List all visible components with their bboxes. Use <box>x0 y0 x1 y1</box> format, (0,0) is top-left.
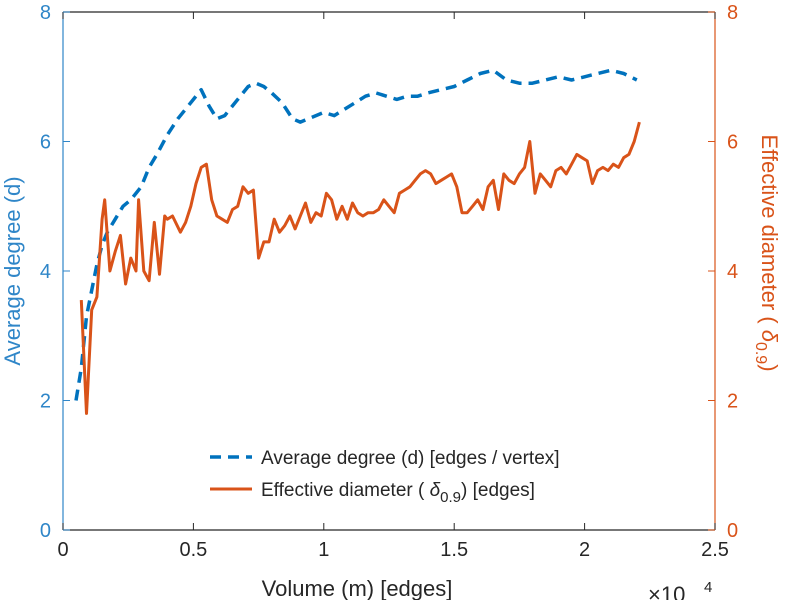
right-y-axis-label-prefix: Effective diameter ( <box>757 134 782 329</box>
average-degree-series-line <box>74 68 638 401</box>
right-y-axis-label-suffix: ) <box>757 364 782 371</box>
x-tick-label: 1 <box>318 539 329 561</box>
x-tick-label: 0.5 <box>179 539 207 561</box>
left-y-tick-label: 8 <box>40 2 51 24</box>
x-tick-label: 0 <box>57 539 68 561</box>
left-y-tick-label: 2 <box>40 391 51 413</box>
x-tick-label: 2 <box>579 539 590 561</box>
effective-diameter-series-line <box>79 121 641 415</box>
left-y-tick-label: 0 <box>40 520 51 542</box>
x-axis-exponent-power: 4 <box>704 579 712 596</box>
legend: Average degree (d) [edges / vertex] Effec… <box>210 448 560 506</box>
right-y-tick-label: 4 <box>727 261 738 283</box>
x-tick-label: 1.5 <box>440 539 468 561</box>
plot-area <box>74 68 641 415</box>
right-y-tick-label: 8 <box>727 2 738 24</box>
right-y-tick-label: 6 <box>727 132 738 154</box>
right-y-tick-label: 2 <box>727 391 738 413</box>
right-y-axis-label-symbol: δ <box>757 330 782 343</box>
legend-effective-diameter-suffix: ) [edges] <box>461 480 535 501</box>
legend-effective-diameter-subscript: 0.9 <box>440 489 461 506</box>
legend-effective-diameter-label: Effective diameter ( δ0.9) [edges] <box>261 480 535 506</box>
x-axis-label: Volume (m) [edges] <box>262 576 453 600</box>
x-tick-label: 2.5 <box>701 539 729 561</box>
right-y-tick-label: 0 <box>727 520 738 542</box>
legend-effective-diameter-symbol: δ <box>430 480 441 501</box>
x-axis-exponent-label: ×10 <box>648 582 685 600</box>
left-y-tick-label: 4 <box>40 261 51 283</box>
right-y-axis-label-subscript: 0.9 <box>752 342 769 364</box>
left-y-tick-label: 6 <box>40 132 51 154</box>
legend-average-degree-label: Average degree (d) [edges / vertex] <box>261 448 560 469</box>
right-y-axis-label: Effective diameter ( δ0.9) <box>752 134 782 371</box>
left-y-axis-label: Average degree (d) <box>0 176 25 365</box>
legend-effective-diameter-prefix: Effective diameter ( <box>261 480 430 501</box>
